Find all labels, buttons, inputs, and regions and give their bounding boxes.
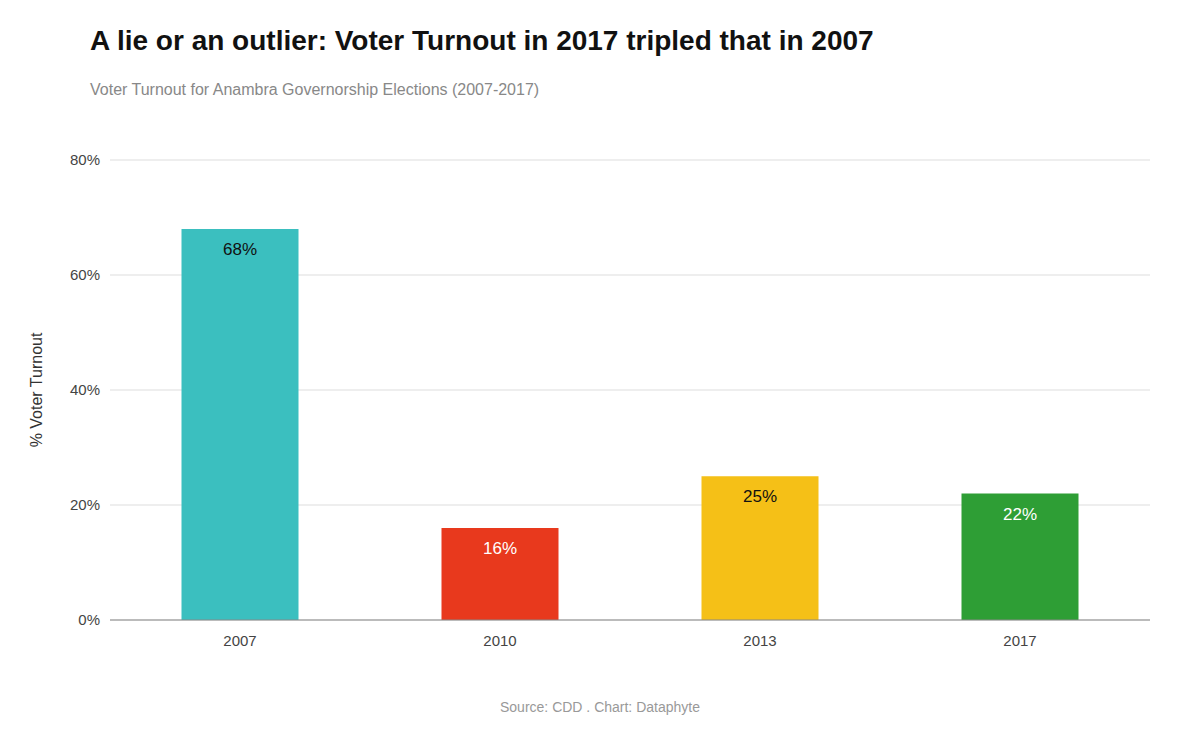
- chart-container: A lie or an outlier: Voter Turnout in 20…: [0, 0, 1200, 742]
- bars: [182, 229, 1079, 620]
- source: Source: CDD . Chart: Dataphyte: [500, 699, 700, 715]
- grid-line: [110, 620, 1150, 621]
- y-tick-label: 0%: [78, 611, 100, 628]
- bar: [182, 229, 299, 620]
- y-tick-label: 20%: [70, 496, 100, 513]
- x-tick-label: 2017: [1003, 632, 1036, 649]
- data-label: 22%: [1003, 505, 1037, 524]
- y-ticks: 0% 20% 40% 60% 80%: [70, 151, 100, 628]
- x-tick-label: 2007: [223, 632, 256, 649]
- y-axis-label: % Voter Turnout: [28, 332, 45, 447]
- x-axis-line: [110, 620, 1150, 621]
- bar: [702, 476, 819, 620]
- y-tick-label: 60%: [70, 266, 100, 283]
- x-tick-label: 2013: [743, 632, 776, 649]
- chart: A lie or an outlier: Voter Turnout in 20…: [0, 0, 1200, 742]
- data-labels: 68% 16% 25% 22%: [223, 240, 1037, 558]
- y-tick-label: 40%: [70, 381, 100, 398]
- data-label: 16%: [483, 539, 517, 558]
- bar: [442, 528, 559, 620]
- data-label: 68%: [223, 240, 257, 259]
- title: A lie or an outlier: Voter Turnout in 20…: [90, 25, 874, 56]
- grid: [110, 160, 1150, 620]
- data-label: 25%: [743, 487, 777, 506]
- bar: [962, 494, 1079, 621]
- y-tick-label: 80%: [70, 151, 100, 168]
- x-ticks: 2007 2010 2013 2017: [223, 632, 1036, 649]
- x-tick-label: 2010: [483, 632, 516, 649]
- subtitle: Voter Turnout for Anambra Governorship E…: [90, 81, 539, 98]
- grid-line: [110, 160, 1150, 161]
